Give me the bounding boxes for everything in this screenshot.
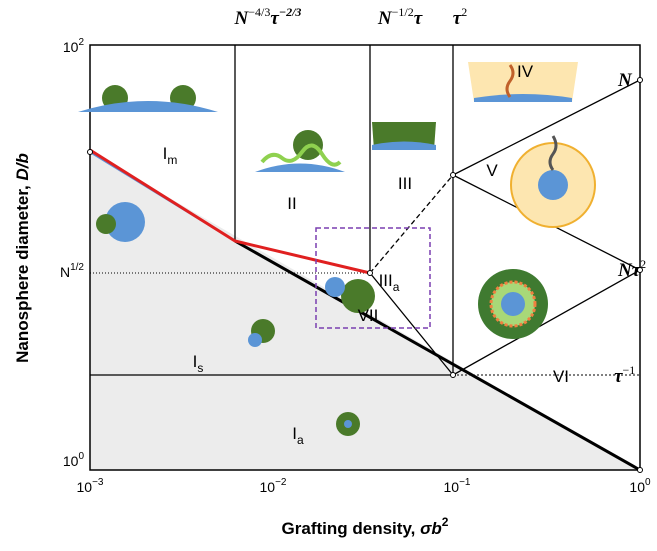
tick-sup: −1 — [459, 477, 471, 488]
right-label: τ−1 — [614, 363, 635, 388]
tick-sup: 0 — [645, 477, 651, 488]
y-tick-label: N1/2 — [60, 262, 84, 280]
phase-diagram: 10−310−210−1100102N1/2100Grafting densit… — [0, 0, 657, 546]
tick-base: 10 — [63, 453, 79, 469]
sup: −4/3 — [248, 5, 270, 19]
page: {"x_axis":{"label":"Grafting density, ",… — [0, 0, 657, 551]
sup: −1/2 — [392, 5, 414, 19]
sup: −1 — [622, 363, 635, 377]
label: Nanosphere diameter, — [13, 181, 32, 363]
base: III — [398, 174, 412, 193]
base: N — [617, 70, 633, 91]
base: VI — [553, 367, 569, 386]
region-label: V — [486, 161, 498, 180]
base: N — [377, 8, 393, 29]
tick-sup: −2 — [275, 477, 287, 488]
sup2: −2/3 — [279, 5, 302, 19]
x-tick-label: 10−2 — [260, 477, 287, 495]
tick-sup: −3 — [92, 477, 104, 488]
right-label: N — [617, 70, 633, 91]
tick-base: 10 — [260, 479, 276, 495]
sup: 2 — [640, 257, 646, 271]
tick-base: N — [60, 264, 70, 280]
right-label: Nτ2 — [617, 257, 646, 282]
sup: 2 — [461, 5, 467, 19]
base: VII — [358, 306, 379, 325]
label: Grafting density, — [282, 519, 421, 538]
sub: m — [167, 153, 177, 167]
top-label: N−4/3τ−2/3 — [234, 5, 302, 30]
tick-sup: 1/2 — [70, 262, 84, 273]
region-label: VI — [553, 367, 569, 386]
region-label: VII — [358, 306, 379, 325]
region-label: IV — [517, 62, 534, 81]
base: N — [234, 8, 250, 29]
top-label: τ2 — [453, 5, 467, 30]
x-tick-label: 10−1 — [444, 477, 471, 495]
x-tick-label: 10−3 — [77, 477, 104, 495]
tick-sup: 2 — [78, 37, 84, 48]
base: II — [287, 194, 296, 213]
tick-sup: 0 — [78, 451, 84, 462]
x-tick-label: 100 — [629, 477, 651, 495]
region-label: IIIa — [379, 271, 400, 294]
y-tick-label: 102 — [63, 37, 85, 55]
base: III — [379, 271, 393, 290]
base: Nτ — [617, 260, 641, 281]
y-axis-title: Nanosphere diameter, D/b — [13, 153, 32, 363]
region-label: II — [287, 194, 296, 213]
top-label: N−1/2τ — [377, 5, 423, 30]
sub: a — [297, 433, 304, 447]
tick-base: 10 — [444, 479, 460, 495]
sub: a — [393, 280, 400, 294]
sup: 2 — [442, 515, 449, 529]
base: IV — [517, 62, 534, 81]
symbol: D/b — [13, 153, 32, 180]
x-axis-title: Grafting density, σb2 — [282, 515, 449, 538]
y-tick-label: 100 — [63, 451, 85, 469]
tick-base: 10 — [77, 479, 93, 495]
tick-base: 10 — [629, 479, 645, 495]
base: V — [486, 161, 498, 180]
region-label: Im — [163, 144, 178, 167]
base2: τ — [414, 8, 423, 29]
tick-base: 10 — [63, 39, 79, 55]
sub: s — [197, 361, 203, 375]
symbol: σb — [420, 519, 442, 538]
region-label: III — [398, 174, 412, 193]
